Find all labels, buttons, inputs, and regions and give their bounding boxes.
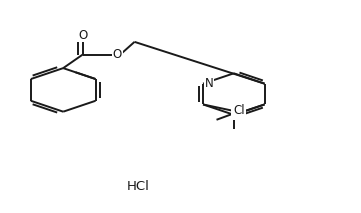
- Text: O: O: [232, 106, 241, 119]
- Text: O: O: [113, 48, 122, 61]
- Text: Cl: Cl: [234, 104, 245, 117]
- Text: O: O: [78, 29, 87, 42]
- Text: HCl: HCl: [126, 180, 149, 193]
- Text: N: N: [205, 76, 214, 89]
